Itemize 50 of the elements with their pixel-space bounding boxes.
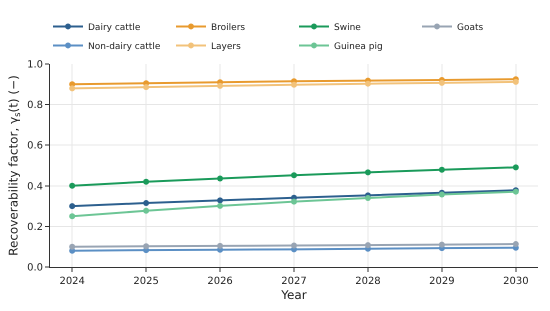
- y-tick-label: 0.6: [27, 140, 43, 152]
- point: [217, 175, 224, 182]
- point: [143, 243, 150, 250]
- point: [69, 182, 76, 189]
- point: [364, 242, 371, 248]
- point: [512, 164, 519, 170]
- y-tick-label: 0.8: [27, 100, 43, 112]
- point: [143, 84, 150, 90]
- point: [69, 244, 76, 250]
- point: [217, 202, 224, 209]
- point: [364, 80, 371, 87]
- x-tick-label: 2024: [59, 276, 85, 287]
- y-tick-label: 0.0: [27, 262, 43, 274]
- y-tick-label: 1.0: [27, 60, 43, 70]
- legend-label: Swine: [334, 22, 362, 33]
- x-axis-title: Year: [280, 288, 307, 302]
- x-tick-label: 2026: [207, 276, 233, 287]
- point: [217, 82, 224, 89]
- point: [512, 241, 519, 248]
- point: [217, 197, 224, 204]
- point: [143, 208, 150, 214]
- point: [143, 200, 150, 206]
- point: [291, 198, 297, 205]
- legend-label: Guinea pig: [334, 42, 383, 52]
- point: [364, 194, 371, 201]
- point: [69, 203, 76, 210]
- point: [291, 242, 297, 248]
- point: [438, 80, 445, 86]
- legend-label: Layers: [211, 42, 242, 52]
- point: [69, 213, 76, 220]
- point: [291, 172, 297, 178]
- point: [364, 169, 371, 176]
- point: [69, 85, 76, 92]
- x-tick-label: 2030: [503, 276, 529, 287]
- legend-label: Goats: [457, 22, 484, 33]
- point: [512, 78, 519, 85]
- y-tick-label: 0.2: [27, 222, 43, 233]
- x-tick-label: 2028: [355, 276, 381, 287]
- legend-label: Dairy cattle: [88, 22, 141, 33]
- x-tick-label: 2025: [133, 276, 159, 287]
- point: [291, 82, 297, 88]
- x-tick-label: 2027: [281, 276, 307, 287]
- point: [438, 242, 445, 248]
- point: [143, 178, 150, 185]
- point: [217, 242, 224, 249]
- x-tick-label: 2029: [429, 276, 455, 287]
- legend-label: Broilers: [211, 22, 246, 33]
- y-tick-label: 0.4: [27, 181, 43, 192]
- point: [438, 166, 445, 173]
- legend-label: Non-dairy cattle: [88, 42, 161, 52]
